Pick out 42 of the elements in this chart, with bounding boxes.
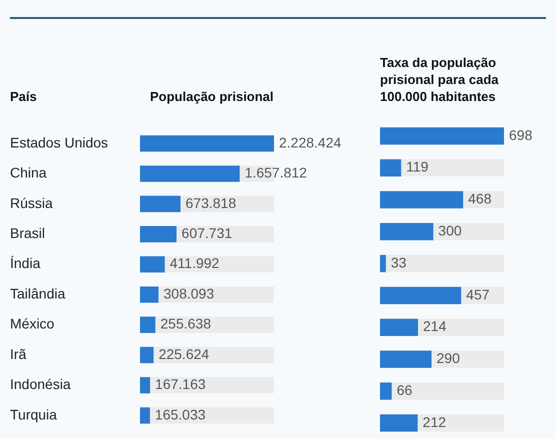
data-label: 225.624 bbox=[158, 346, 210, 362]
y-tick-label: Brasil bbox=[10, 225, 46, 242]
y-tick-label: Tailândia bbox=[10, 285, 66, 302]
data-label: 698 bbox=[509, 126, 533, 143]
y-tick-label: Estados Unidos bbox=[10, 134, 108, 150]
data-label: 607.731 bbox=[182, 225, 232, 242]
data-label: 167.163 bbox=[155, 376, 206, 392]
y-tick-label: Indonésia bbox=[10, 376, 71, 392]
data-label: 66 bbox=[396, 382, 413, 398]
bar bbox=[380, 159, 402, 176]
bar bbox=[380, 254, 386, 272]
data-label: 308.093 bbox=[164, 285, 214, 302]
data-label: 411.992 bbox=[170, 255, 220, 272]
chart-title: População prisional bbox=[150, 88, 275, 105]
y-tick-label: Rússia bbox=[10, 194, 54, 211]
chart-title: Taxa da população prisional para cada 100.000 habitantes bbox=[380, 54, 500, 105]
y-tick-label: Índia bbox=[10, 255, 41, 272]
bar bbox=[140, 286, 159, 303]
data-label: 214 bbox=[423, 318, 447, 334]
bar bbox=[140, 377, 150, 394]
data-label: 255.638 bbox=[160, 316, 212, 332]
bar bbox=[380, 382, 392, 400]
data-label: 1.657.812 bbox=[244, 164, 308, 181]
y-tick-label: China bbox=[10, 164, 47, 181]
data-label: 290 bbox=[436, 350, 460, 366]
data-label: 119 bbox=[406, 158, 429, 175]
data-label: 212 bbox=[422, 414, 446, 430]
data-label: 300 bbox=[438, 222, 462, 239]
y-tick-label: Turquia bbox=[10, 406, 58, 422]
bar bbox=[140, 256, 165, 273]
data-label: 457 bbox=[466, 286, 490, 302]
bar bbox=[140, 316, 156, 333]
y-axis-title: País bbox=[10, 88, 37, 105]
bar bbox=[140, 407, 150, 424]
data-label: 468 bbox=[468, 190, 492, 207]
data-label: 673.818 bbox=[186, 194, 236, 211]
data-label: 33 bbox=[390, 254, 407, 270]
y-tick-label: México bbox=[10, 316, 55, 332]
data-label: 2.228.424 bbox=[279, 134, 342, 150]
data-label: 165.033 bbox=[154, 406, 206, 422]
y-tick-label: Irã bbox=[10, 346, 27, 362]
bar bbox=[140, 346, 154, 364]
